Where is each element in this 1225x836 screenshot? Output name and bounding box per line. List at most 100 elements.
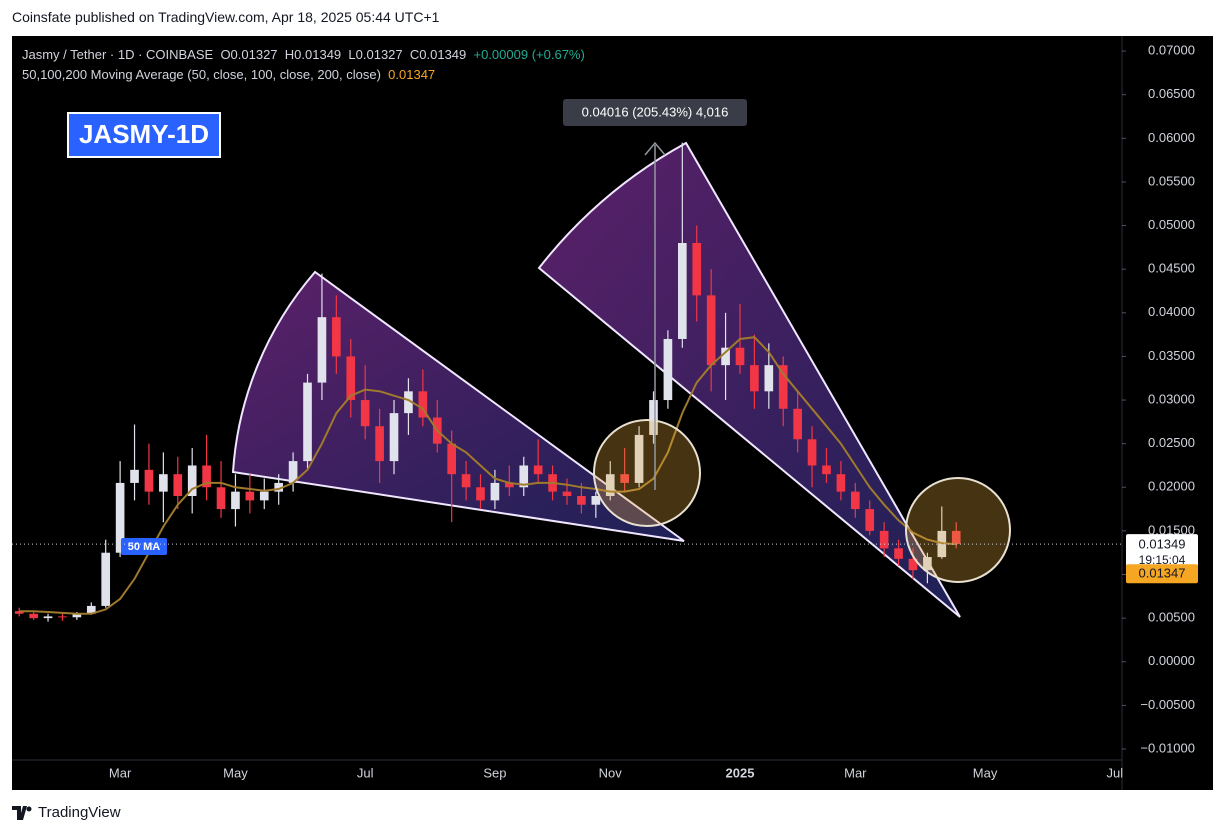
candle-body: [461, 474, 471, 488]
candle-body: [577, 496, 586, 505]
measure-label: 0.04016 (205.43%) 4,016: [582, 104, 729, 119]
candle-body: [778, 365, 788, 409]
candle-body: [159, 474, 168, 492]
candle-body: [274, 482, 284, 492]
candle-body: [836, 474, 846, 492]
indicator-value: 0.01347: [388, 67, 436, 82]
candle-body: [389, 413, 399, 462]
candle-body: [187, 465, 197, 497]
chart-frame: 0.04016 (205.43%) 4,016 JASMY-1D 50 MA 0…: [12, 36, 1213, 790]
candle-body: [649, 400, 658, 435]
candle-body: [663, 338, 673, 401]
candle-body: [490, 482, 500, 501]
countdown: 19:15:04: [1139, 553, 1186, 567]
y-tick-label: 0.05000: [1148, 217, 1195, 232]
x-tick-label: May: [223, 765, 248, 780]
candle-body: [894, 548, 903, 559]
candle-body: [14, 611, 24, 614]
price-tag-box: [1126, 534, 1198, 571]
candle-body: [605, 474, 615, 497]
ohlc: L0.01327: [348, 47, 403, 62]
legend: Jasmy / Tether · 1D · COINBASE O0.01327 …: [22, 45, 585, 85]
x-tick-label: Nov: [599, 765, 623, 780]
candle-body: [807, 439, 817, 466]
y-tick-label: 0.00500: [1148, 610, 1195, 625]
candle-body: [706, 295, 716, 366]
candle-body: [447, 443, 456, 475]
candle-body: [173, 474, 183, 497]
publisher-line: Coinsfate published on TradingView.com, …: [12, 9, 440, 25]
indicator: 50,100,200 Moving Average (50, close, 10…: [22, 67, 381, 82]
candle-body: [72, 613, 82, 618]
y-tick-label: 0.04500: [1148, 261, 1195, 276]
candle-body: [317, 317, 327, 383]
price-tag: 0.01349: [1139, 537, 1186, 552]
measure-box: [563, 99, 747, 126]
candle-body: [634, 434, 644, 483]
candle-body: [793, 408, 802, 440]
x-tick-label: May: [973, 765, 998, 780]
candle-body: [404, 391, 413, 414]
candle-body: [533, 465, 543, 475]
candle-body: [346, 356, 356, 401]
candle-body: [144, 469, 154, 492]
candle-body: [231, 491, 240, 510]
candle-body: [202, 465, 211, 488]
ohlc: H0.01349: [284, 47, 342, 62]
badge: JASMY-1D: [79, 119, 209, 149]
candle-body: [418, 391, 428, 418]
candle-body: [505, 482, 514, 488]
brand: TradingView: [38, 804, 121, 821]
candle-body: [721, 347, 730, 366]
x-tick-label: Mar: [844, 765, 867, 780]
x-tick-label: Mar: [109, 765, 132, 780]
candle-body: [735, 347, 745, 366]
candle-body: [620, 474, 629, 483]
y-tick-label: 0.02500: [1148, 435, 1195, 450]
candle-body: [562, 491, 572, 497]
candle-body: [101, 552, 111, 606]
candle-body: [58, 616, 67, 618]
candle-body: [115, 482, 125, 553]
x-tick-label: Sep: [483, 765, 506, 780]
y-tick-label: 0.07000: [1148, 43, 1195, 58]
y-tick-label: 0.06500: [1148, 86, 1195, 101]
candle-body: [750, 365, 759, 392]
candle-body: [288, 461, 298, 483]
candle-body: [519, 465, 529, 488]
x-tick-label: Jul: [1106, 765, 1123, 780]
y-tick-label: 0.01500: [1148, 522, 1195, 537]
candle-body: [591, 496, 601, 505]
candle-body: [764, 365, 774, 392]
candle-body: [29, 613, 38, 619]
candle-body: [245, 491, 255, 501]
candle-body: [879, 530, 889, 549]
y-tick-label: 0.04000: [1148, 304, 1195, 319]
candle-body: [360, 400, 370, 427]
ma-price-tag-box: [1126, 564, 1198, 584]
measure-arrow: [644, 141, 666, 156]
candle-body: [678, 243, 687, 339]
x-tick-label: Jul: [357, 765, 374, 780]
highlight-circle: [593, 419, 701, 527]
candle-body: [216, 487, 226, 510]
badge-box: [67, 112, 221, 158]
candle-body: [692, 243, 702, 296]
candle-body: [375, 426, 384, 462]
candle-body: [259, 491, 269, 501]
candle-body: [130, 469, 139, 483]
candle-body: [86, 605, 96, 614]
ma-tag: 50 MA: [128, 541, 160, 553]
ma-tag-box: [121, 538, 167, 555]
candle-body: [850, 491, 860, 510]
highlight-circle: [905, 477, 1011, 583]
y-tick-label: −0.00500: [1140, 697, 1195, 712]
fan-drawing: [231, 270, 685, 542]
ma-price-tag: 0.01347: [1139, 566, 1186, 581]
candle-body: [43, 616, 53, 619]
y-tick-label: 0.05500: [1148, 173, 1195, 188]
candle-body: [923, 557, 932, 571]
y-tick-label: 0.06000: [1148, 130, 1195, 145]
candle-body: [951, 530, 961, 545]
x-tick-label: 2025: [726, 765, 755, 780]
